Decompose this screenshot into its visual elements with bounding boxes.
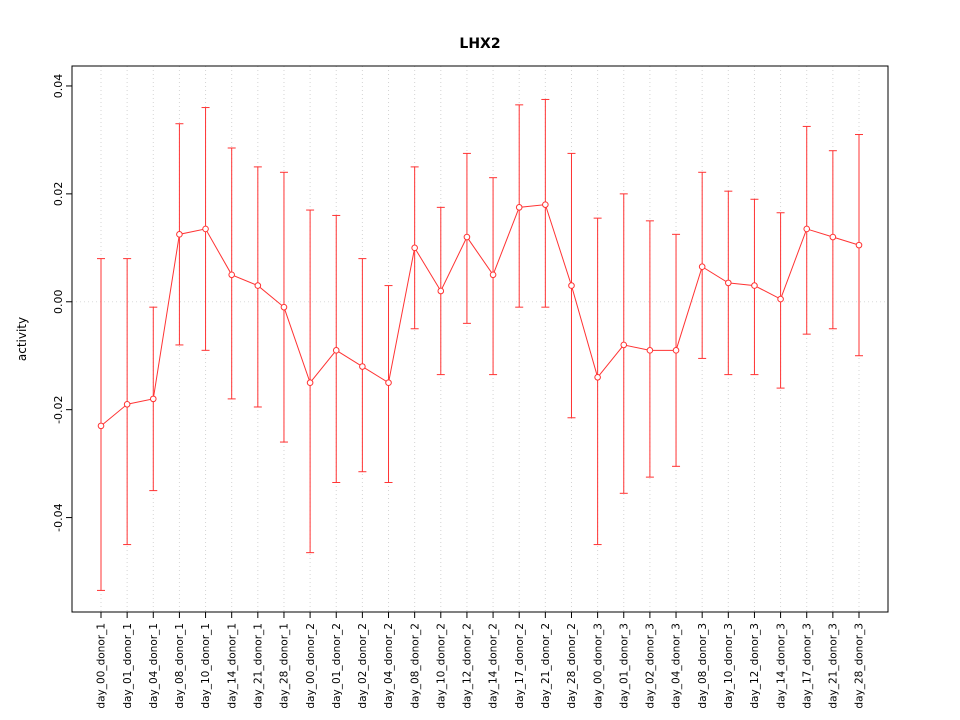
x-tick-label: day_14_donor_3 — [775, 623, 787, 709]
data-point — [568, 282, 575, 289]
x-tick-label: day_10_donor_2 — [435, 623, 447, 709]
x-tick-label: day_08_donor_3 — [697, 623, 709, 709]
data-point — [829, 233, 837, 241]
data-point — [123, 400, 131, 408]
data-point — [202, 225, 209, 233]
data-point — [777, 295, 784, 303]
data-point — [542, 201, 549, 208]
x-tick-label: day_04_donor_1 — [148, 623, 160, 709]
data-point — [97, 422, 105, 430]
x-tick-label: day_01_donor_2 — [331, 623, 343, 709]
data-point — [228, 271, 235, 279]
x-tick-label: day_00_donor_3 — [592, 623, 604, 709]
series-line — [100, 204, 860, 427]
x-tick-label: day_14_donor_1 — [226, 623, 238, 709]
x-tick-label: day_00_donor_1 — [96, 623, 108, 709]
x-tick-label: day_01_donor_3 — [618, 623, 630, 709]
data-point — [359, 363, 366, 370]
data-point — [594, 374, 601, 381]
data-point — [149, 395, 157, 403]
data-point — [672, 347, 680, 354]
x-tick-label: day_21_donor_3 — [828, 623, 840, 709]
x-tick-label: day_02_donor_2 — [357, 623, 369, 709]
data-point — [176, 231, 183, 238]
x-tick-label: day_28_donor_2 — [566, 623, 578, 709]
y-tick-label: -0.02 — [52, 395, 65, 423]
plot-border — [71, 65, 889, 613]
y-tick-label: 0.04 — [52, 74, 65, 99]
data-point — [620, 341, 628, 349]
x-tick-label: day_02_donor_3 — [645, 623, 657, 709]
data-point — [646, 347, 654, 354]
data-point — [698, 263, 706, 271]
y-axis-label: activity — [15, 317, 29, 361]
x-tick-label: day_17_donor_2 — [514, 623, 526, 709]
data-point — [332, 347, 340, 354]
x-tick-label: day_14_donor_2 — [488, 623, 500, 709]
x-tick-label: day_08_donor_1 — [174, 623, 186, 709]
data-point — [280, 303, 288, 311]
data-point — [751, 282, 758, 289]
x-tick-label: day_28_donor_1 — [279, 623, 291, 709]
data-point — [437, 287, 445, 295]
chart-title: LHX2 — [459, 36, 501, 52]
data-point — [515, 204, 523, 211]
y-tick-label: -0.04 — [52, 503, 65, 531]
x-tick-label: day_21_donor_2 — [540, 623, 552, 709]
x-tick-label: day_08_donor_2 — [409, 623, 421, 709]
x-tick-label: day_12_donor_3 — [749, 623, 761, 709]
data-point — [463, 233, 471, 241]
x-tick-label: day_21_donor_1 — [253, 623, 265, 709]
data-point — [411, 244, 418, 252]
x-tick-label: day_01_donor_1 — [122, 623, 134, 709]
x-tick-label: day_10_donor_3 — [723, 623, 735, 709]
x-tick-label: day_12_donor_2 — [462, 623, 474, 709]
data-point — [254, 282, 262, 289]
x-tick-label: day_04_donor_2 — [383, 623, 395, 709]
data-point — [306, 379, 314, 387]
x-tick-label: day_10_donor_1 — [200, 623, 212, 709]
y-tick-label: 0.00 — [52, 290, 65, 315]
x-tick-label: day_04_donor_3 — [671, 623, 683, 709]
data-point — [725, 279, 732, 287]
data-point — [385, 379, 392, 387]
data-point — [855, 241, 863, 249]
x-tick-label: day_17_donor_3 — [801, 623, 813, 709]
data-point — [803, 225, 811, 233]
y-tick-label: 0.02 — [52, 182, 65, 207]
data-point — [489, 271, 497, 279]
x-tick-label: day_00_donor_2 — [305, 623, 317, 709]
x-tick-label: day_28_donor_3 — [854, 623, 866, 709]
